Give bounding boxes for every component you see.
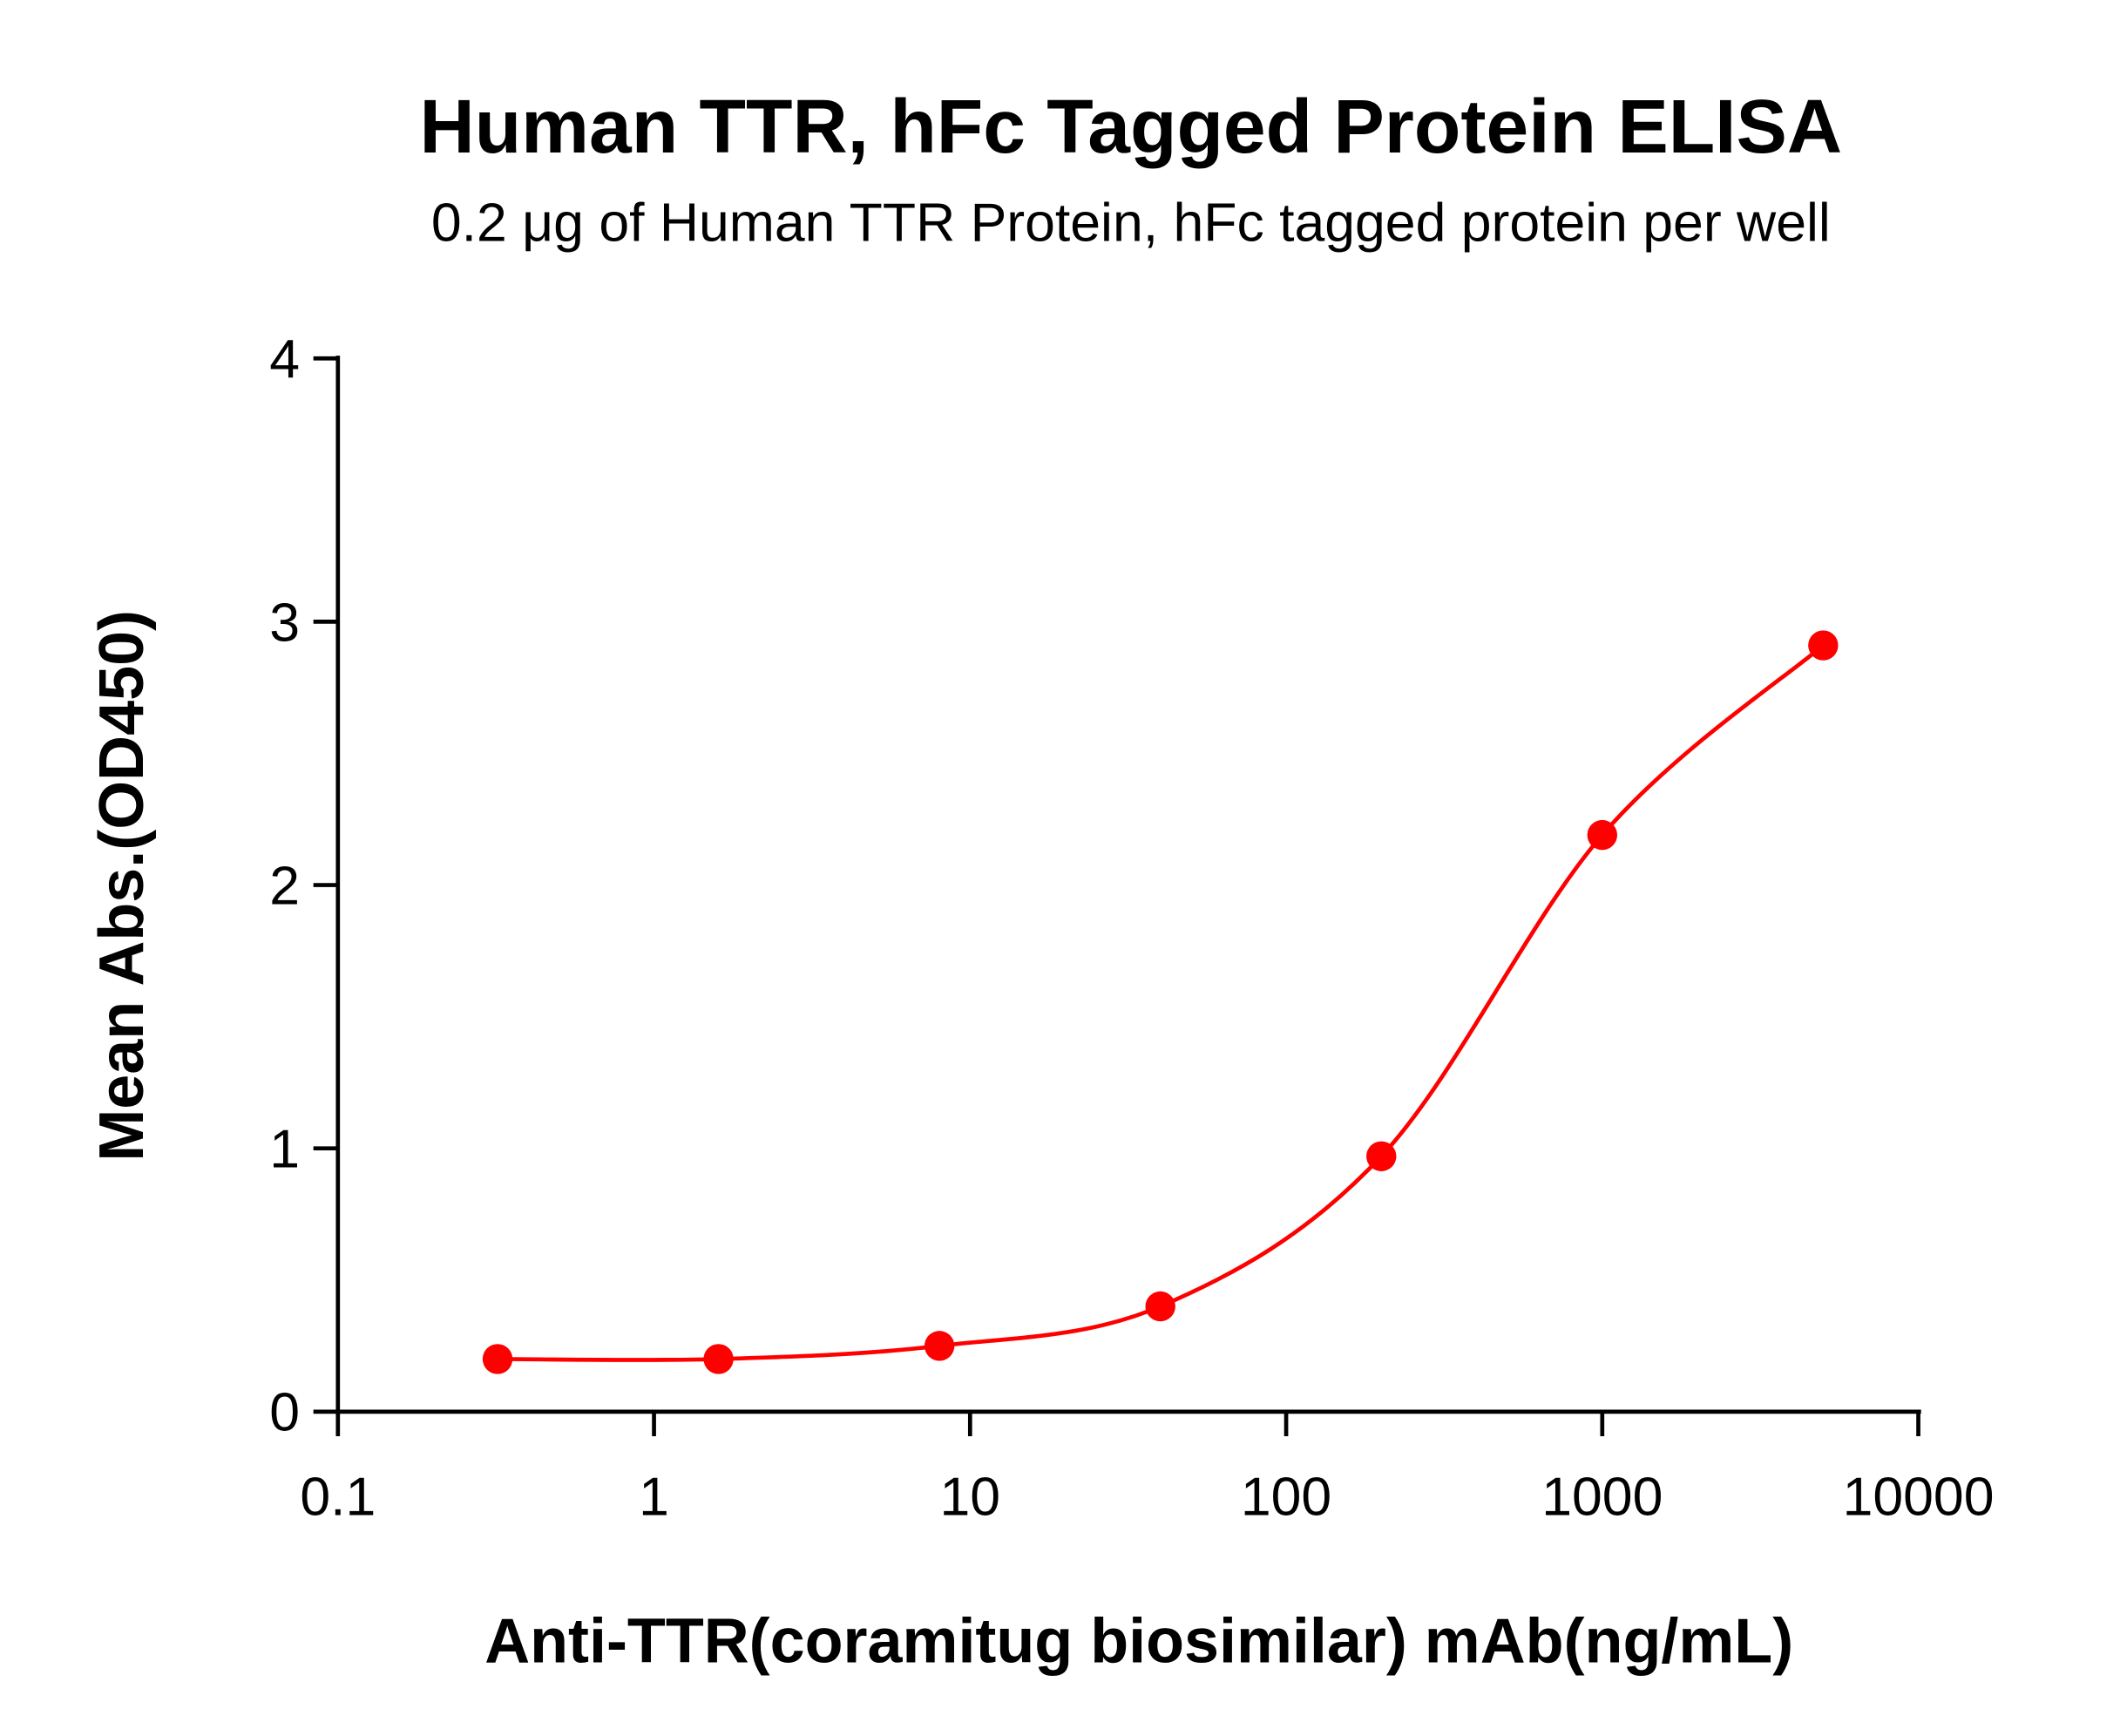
y-tick-label: 0 <box>269 1382 300 1443</box>
data-point <box>1587 819 1618 851</box>
y-axis-label: Mean Abs.(OD450) <box>87 610 157 1162</box>
x-tick-label: 10000 <box>1843 1467 1995 1528</box>
data-point <box>703 1344 734 1374</box>
data-point <box>924 1331 955 1361</box>
x-tick-label: 10 <box>940 1467 1001 1528</box>
y-tick-label: 1 <box>269 1119 300 1180</box>
y-tick-label: 2 <box>269 855 300 916</box>
tick-labels: 0 1 2 3 4 0.1 1 10 100 1000 10000 <box>269 329 1994 1528</box>
y-tick-label: 4 <box>269 329 300 390</box>
data-point <box>1366 1141 1397 1171</box>
x-tick-label: 1 <box>639 1467 669 1528</box>
fit-curve <box>498 643 1825 1362</box>
chart-title: Human TTR, hFc Tagged Protein ELISA <box>419 84 1842 169</box>
data-point <box>1145 1291 1175 1322</box>
data-point <box>1808 630 1839 661</box>
x-tick-label: 100 <box>1241 1467 1331 1528</box>
axes <box>313 356 1921 1437</box>
x-axis-label: Anti-TTR(coramitug biosimilar) mAb(ng/mL… <box>484 1607 1793 1677</box>
x-tick-label: 0.1 <box>300 1467 376 1528</box>
data-point <box>482 1344 513 1374</box>
y-tick-label: 3 <box>269 592 300 653</box>
x-tick-label: 1000 <box>1541 1467 1663 1528</box>
chart-subtitle: 0.2 μg of Human TTR Protein, hFc tagged … <box>431 193 1831 254</box>
data-marks <box>482 630 1839 1374</box>
